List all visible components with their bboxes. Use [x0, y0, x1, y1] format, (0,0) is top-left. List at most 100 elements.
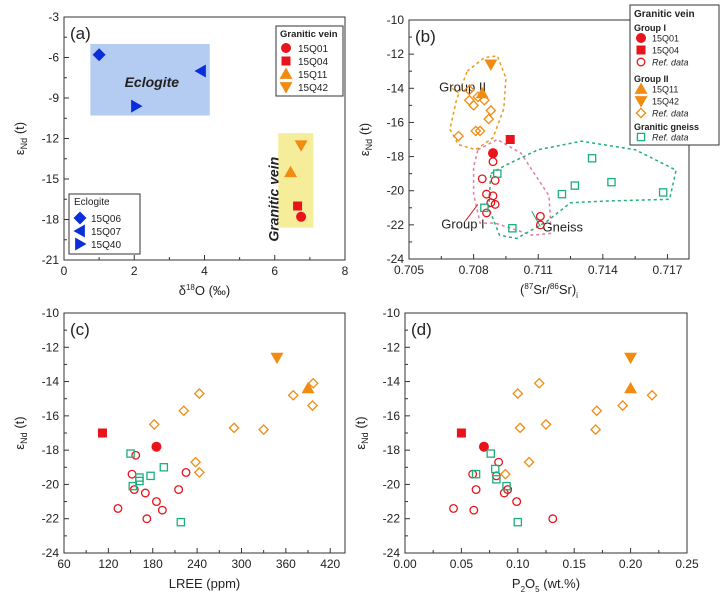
data-point	[624, 352, 638, 365]
panel-label: (a)	[70, 24, 91, 43]
data-point	[474, 125, 486, 137]
y-tick-label: -3	[48, 10, 59, 24]
data-point	[159, 463, 169, 472]
data-point	[449, 503, 458, 513]
y-tick-label: -9	[48, 91, 59, 105]
data-point	[258, 424, 270, 436]
data-point	[151, 497, 161, 507]
x-tick-label: 300	[231, 557, 251, 571]
y-tick-label: -20	[383, 477, 401, 491]
panel-label: (b)	[415, 27, 436, 46]
data-point	[548, 514, 558, 524]
chart-panel-4: 0.00 0.05 0.10 0.15 0.20 0.25 -10 -12 -14 -16 -18 -…	[353, 306, 699, 594]
legend-title: Eclogite	[74, 197, 110, 208]
data-point	[499, 468, 511, 480]
y-tick-label: -18	[383, 443, 401, 457]
data-point	[488, 157, 498, 167]
data-point	[307, 377, 319, 389]
data-point	[463, 94, 475, 106]
region-label: Granitic vein	[265, 157, 281, 242]
legend-group-title: Group II	[634, 74, 669, 84]
y-tick-label: -20	[387, 184, 405, 198]
y-tick-label: -16	[42, 409, 60, 423]
y-tick-label: -18	[42, 443, 60, 457]
legend-label: Ref. data	[652, 58, 689, 68]
group-label: Gneiss	[543, 220, 584, 235]
data-point	[646, 389, 658, 401]
legend-marker	[279, 67, 293, 79]
data-point	[471, 485, 481, 495]
data-point	[463, 84, 475, 96]
data-point	[557, 189, 567, 199]
legend-marker	[636, 57, 646, 67]
y-tick-label: -24	[383, 546, 401, 560]
y-tick-label: -16	[387, 115, 405, 129]
legend-marker	[636, 45, 646, 55]
group-ii-pointer	[451, 87, 459, 94]
legend-marker	[75, 237, 87, 251]
data-point	[470, 125, 482, 137]
y-tick-label: -6	[48, 51, 59, 65]
y-axis-label: εNd (t)	[12, 122, 29, 155]
x-axis-label: δ18O (‰)	[179, 283, 231, 298]
x-axis-label: (87Sr/86Sr)i	[520, 282, 578, 300]
legend-label: 15Q42	[298, 83, 328, 94]
data-point	[468, 99, 480, 111]
panel-label: (d)	[411, 320, 432, 339]
data-point	[151, 441, 162, 452]
data-point	[485, 104, 497, 116]
x-tick-label: 0.711	[524, 263, 553, 277]
data-point	[493, 169, 502, 178]
y-tick-label: -12	[42, 132, 60, 146]
y-tick-label: -22	[387, 218, 405, 232]
gneiss-pointer	[531, 210, 541, 227]
data-point	[607, 177, 616, 187]
y-tick-label: -21	[42, 253, 60, 267]
data-point	[590, 424, 602, 436]
x-tick-label: 0.05	[450, 557, 474, 571]
legend-marker	[281, 43, 291, 53]
data-point	[456, 428, 466, 438]
y-tick-label: -12	[42, 340, 60, 354]
data-point	[658, 188, 668, 197]
legend-label: 15Q07	[91, 227, 121, 238]
x-tick-label: 0	[61, 264, 68, 278]
data-point	[540, 418, 552, 430]
x-tick-label: 240	[187, 557, 207, 571]
data-point	[502, 481, 511, 491]
data-point	[617, 400, 629, 412]
x-tick-label: 6	[271, 264, 278, 278]
y-tick-label: -22	[42, 512, 60, 526]
data-point	[176, 517, 186, 527]
x-tick-label: 0.714	[588, 263, 618, 277]
data-point	[181, 467, 191, 477]
data-point	[146, 471, 155, 481]
x-axis-label: LREE (ppm)	[169, 576, 241, 591]
data-point	[472, 91, 484, 103]
data-point	[131, 99, 143, 113]
data-point	[135, 473, 144, 482]
data-point	[174, 485, 184, 495]
data-point	[484, 59, 498, 71]
group-label: Group I	[441, 216, 484, 231]
data-point	[296, 211, 307, 222]
legend-label: 15Q04	[652, 46, 679, 56]
y-tick-label: -24	[387, 252, 405, 266]
legend-label: 15Q11	[652, 85, 678, 95]
data-point	[471, 469, 481, 479]
y-tick-label: -12	[387, 47, 405, 61]
data-point	[480, 203, 489, 213]
legend-marker	[636, 33, 646, 43]
data-point	[475, 86, 489, 99]
data-point	[113, 503, 123, 513]
plot-frame	[404, 312, 688, 554]
data-point	[287, 389, 299, 401]
data-point	[194, 64, 206, 78]
x-tick-label: 0.25	[675, 557, 699, 571]
data-point	[624, 381, 638, 394]
data-point	[486, 449, 495, 458]
chart-panel-2: 0.705 0.708 0.711 0.714 0.717 -10 -12 -14 -16 -18…	[357, 4, 720, 300]
legend-label: 15Q01	[298, 44, 328, 55]
data-point	[127, 469, 137, 479]
shaded-region	[90, 44, 210, 116]
